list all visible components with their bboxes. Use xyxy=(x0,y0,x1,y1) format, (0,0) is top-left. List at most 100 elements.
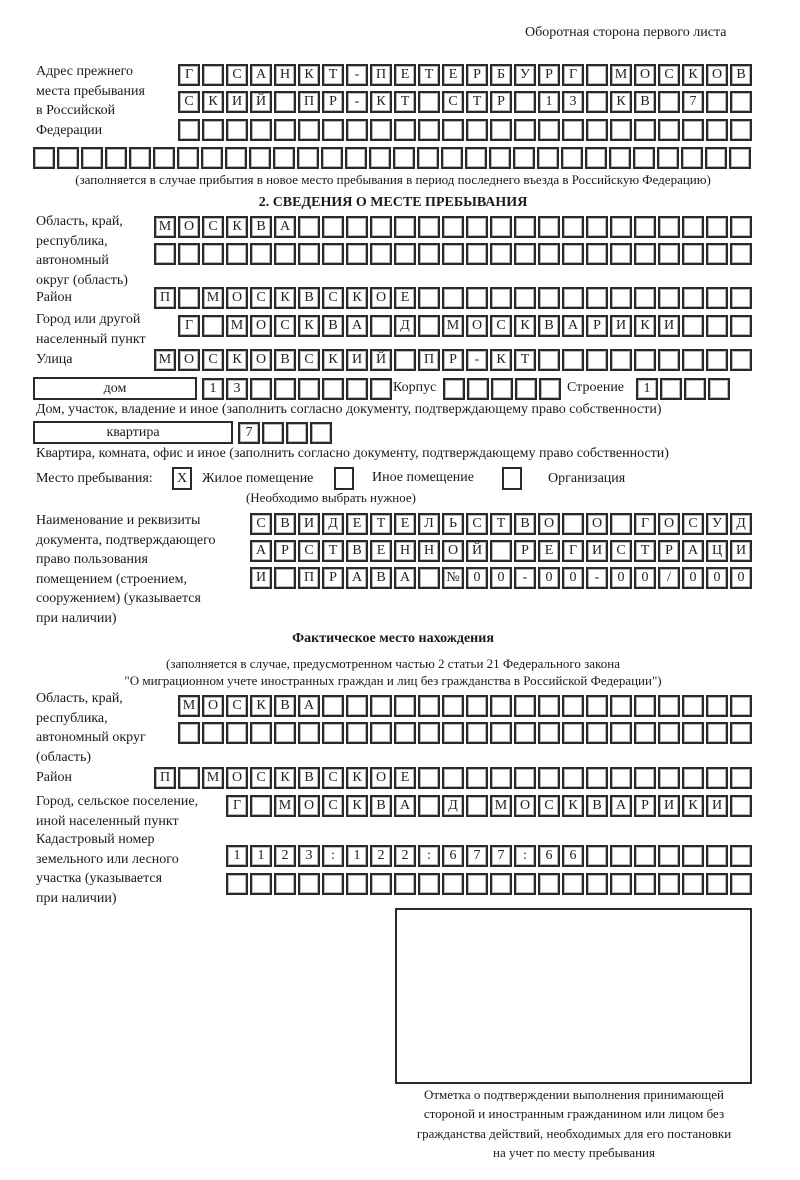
char-cell[interactable]: М xyxy=(154,349,176,371)
char-cell[interactable]: П xyxy=(298,567,320,589)
char-cell[interactable]: : xyxy=(514,845,536,867)
char-cell[interactable] xyxy=(660,378,682,400)
char-cell[interactable]: С xyxy=(298,540,320,562)
char-cell[interactable] xyxy=(491,378,513,400)
char-cell[interactable] xyxy=(321,147,343,169)
char-cell[interactable]: О xyxy=(706,64,728,86)
char-cell[interactable] xyxy=(441,147,463,169)
char-cell[interactable] xyxy=(634,767,656,789)
char-cell[interactable] xyxy=(538,767,560,789)
char-cell[interactable] xyxy=(514,243,536,265)
char-cell[interactable]: С xyxy=(466,513,488,535)
char-cell[interactable]: Д xyxy=(322,513,344,535)
char-cell[interactable] xyxy=(346,216,368,238)
char-cell[interactable] xyxy=(706,695,728,717)
char-cell[interactable]: Т xyxy=(418,64,440,86)
char-cell[interactable] xyxy=(585,147,607,169)
char-cell[interactable]: В xyxy=(514,513,536,535)
char-cell[interactable] xyxy=(682,845,704,867)
char-cell[interactable] xyxy=(610,695,632,717)
char-cell[interactable] xyxy=(682,119,704,141)
char-cell[interactable] xyxy=(634,845,656,867)
char-cell[interactable]: В xyxy=(730,64,752,86)
char-cell[interactable]: Г xyxy=(562,540,584,562)
char-cell[interactable]: К xyxy=(346,795,368,817)
char-cell[interactable]: С xyxy=(226,695,248,717)
char-cell[interactable]: О xyxy=(370,287,392,309)
char-cell[interactable] xyxy=(322,873,344,895)
char-cell[interactable]: П xyxy=(370,64,392,86)
char-cell[interactable] xyxy=(682,349,704,371)
char-cell[interactable] xyxy=(226,873,248,895)
char-cell[interactable]: Д xyxy=(442,795,464,817)
char-cell[interactable]: Н xyxy=(274,64,296,86)
char-cell[interactable]: И xyxy=(658,315,680,337)
char-cell[interactable]: О xyxy=(658,513,680,535)
char-cell[interactable] xyxy=(274,91,296,113)
char-cell[interactable] xyxy=(178,287,200,309)
char-cell[interactable] xyxy=(466,695,488,717)
char-cell[interactable]: О xyxy=(538,513,560,535)
char-cell[interactable]: К xyxy=(298,315,320,337)
char-cell[interactable]: Н xyxy=(394,540,416,562)
char-cell[interactable]: В xyxy=(634,91,656,113)
char-cell[interactable] xyxy=(418,287,440,309)
char-cell[interactable] xyxy=(730,315,752,337)
char-cell[interactable] xyxy=(489,147,511,169)
char-cell[interactable] xyxy=(514,695,536,717)
char-cell[interactable]: Е xyxy=(538,540,560,562)
char-cell[interactable]: 0 xyxy=(490,567,512,589)
char-cell[interactable] xyxy=(562,767,584,789)
char-cell[interactable]: О xyxy=(298,795,320,817)
char-cell[interactable]: В xyxy=(298,287,320,309)
char-cell[interactable] xyxy=(178,767,200,789)
char-cell[interactable] xyxy=(610,243,632,265)
char-cell[interactable] xyxy=(202,315,224,337)
char-cell[interactable]: О xyxy=(226,287,248,309)
char-cell[interactable]: Г xyxy=(226,795,248,817)
char-cell[interactable]: Ц xyxy=(706,540,728,562)
char-cell[interactable] xyxy=(634,349,656,371)
char-cell[interactable] xyxy=(274,567,296,589)
apartment-type-field[interactable]: квартира xyxy=(33,421,233,444)
char-cell[interactable]: Б xyxy=(490,64,512,86)
char-cell[interactable] xyxy=(730,119,752,141)
char-cell[interactable]: К xyxy=(226,349,248,371)
char-cell[interactable] xyxy=(274,378,296,400)
char-cell[interactable] xyxy=(466,119,488,141)
char-cell[interactable] xyxy=(730,845,752,867)
char-cell[interactable] xyxy=(466,216,488,238)
char-cell[interactable]: С xyxy=(250,767,272,789)
char-cell[interactable] xyxy=(394,722,416,744)
char-cell[interactable]: 0 xyxy=(466,567,488,589)
char-cell[interactable]: 6 xyxy=(562,845,584,867)
char-cell[interactable]: 2 xyxy=(274,845,296,867)
char-cell[interactable] xyxy=(634,695,656,717)
char-cell[interactable] xyxy=(225,147,247,169)
char-cell[interactable] xyxy=(538,216,560,238)
char-cell[interactable] xyxy=(706,349,728,371)
char-cell[interactable]: И xyxy=(226,91,248,113)
char-cell[interactable] xyxy=(369,147,391,169)
char-cell[interactable]: О xyxy=(586,513,608,535)
char-cell[interactable] xyxy=(538,119,560,141)
char-cell[interactable] xyxy=(514,287,536,309)
char-cell[interactable] xyxy=(370,119,392,141)
char-cell[interactable] xyxy=(586,287,608,309)
char-cell[interactable]: 6 xyxy=(442,845,464,867)
char-cell[interactable]: С xyxy=(202,349,224,371)
char-cell[interactable]: О xyxy=(250,349,272,371)
char-cell[interactable] xyxy=(370,315,392,337)
char-cell[interactable] xyxy=(634,243,656,265)
char-cell[interactable]: В xyxy=(250,216,272,238)
char-cell[interactable]: К xyxy=(274,767,296,789)
char-cell[interactable]: 7 xyxy=(466,845,488,867)
char-cell[interactable] xyxy=(442,216,464,238)
char-cell[interactable]: М xyxy=(274,795,296,817)
char-cell[interactable] xyxy=(610,349,632,371)
char-cell[interactable]: М xyxy=(610,64,632,86)
char-cell[interactable] xyxy=(586,91,608,113)
char-cell[interactable] xyxy=(250,378,272,400)
char-cell[interactable]: С xyxy=(250,287,272,309)
char-cell[interactable]: О xyxy=(370,767,392,789)
